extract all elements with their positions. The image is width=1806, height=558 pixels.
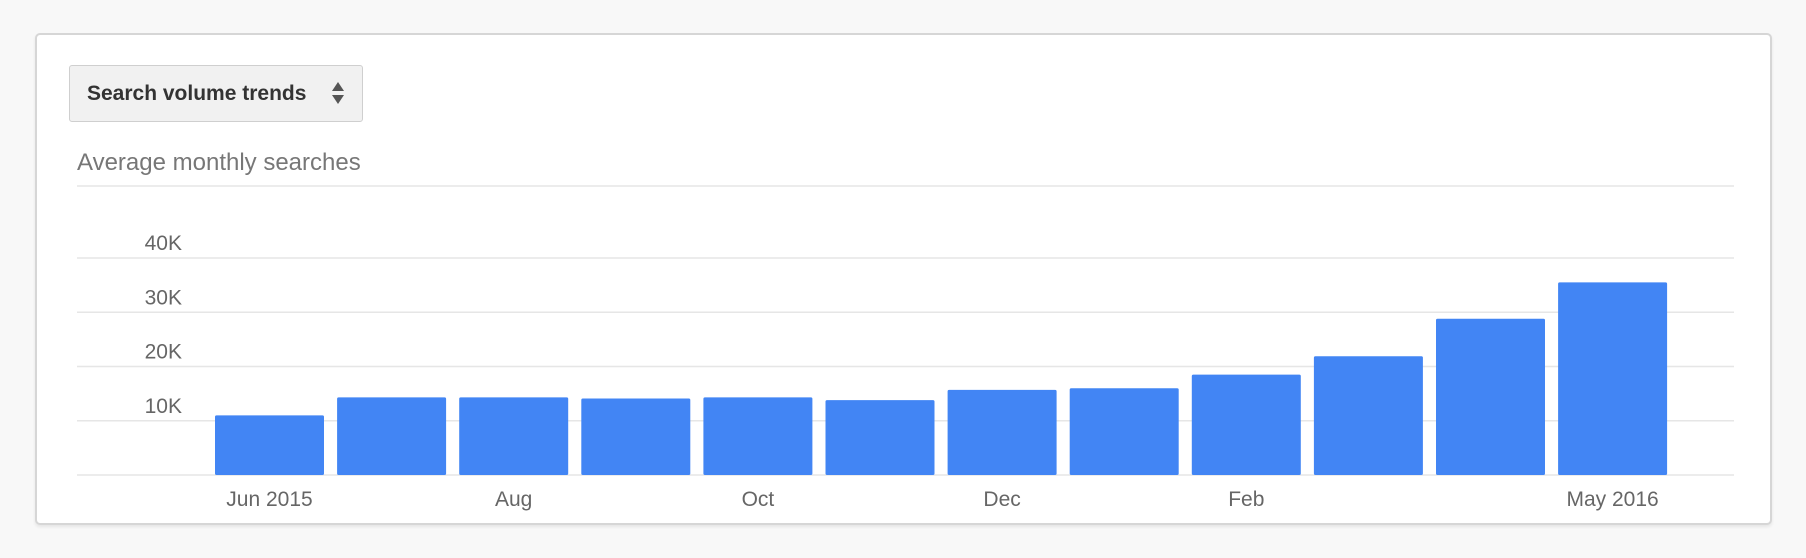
y-tick-label: 10K — [145, 395, 182, 418]
x-tick-label: Aug — [495, 488, 532, 511]
bar — [825, 400, 935, 475]
y-tick-label: 30K — [145, 286, 182, 309]
chart-title: Average monthly searches — [77, 149, 361, 176]
x-tick-label: Feb — [1228, 488, 1264, 511]
dropdown-label: Search volume trends — [87, 82, 307, 105]
chart-type-dropdown[interactable]: Search volume trends — [69, 65, 363, 122]
bar — [1558, 282, 1668, 475]
x-tick-label: Jun 2015 — [226, 488, 312, 511]
bar — [459, 397, 569, 475]
bar — [1069, 388, 1179, 475]
bar — [1313, 356, 1423, 475]
bar — [947, 389, 1057, 475]
bar — [703, 397, 813, 475]
bar — [1436, 318, 1545, 475]
y-tick-label: 20K — [145, 341, 182, 364]
bar-chart: 10K 20K 30K 40K Jun 2015 Aug Oct Dec Feb May 2016 — [77, 185, 1734, 511]
bar — [1191, 374, 1301, 475]
bar — [581, 398, 691, 475]
bar — [215, 415, 324, 475]
sort-arrows-icon — [332, 82, 344, 104]
x-tick-label: May 2016 — [1566, 488, 1658, 511]
x-tick-label: Dec — [983, 488, 1020, 511]
bar — [337, 397, 447, 475]
x-tick-label: Oct — [742, 488, 775, 511]
search-volume-card: Search volume trends Average monthly sea… — [35, 33, 1772, 525]
y-tick-label: 40K — [145, 232, 182, 255]
